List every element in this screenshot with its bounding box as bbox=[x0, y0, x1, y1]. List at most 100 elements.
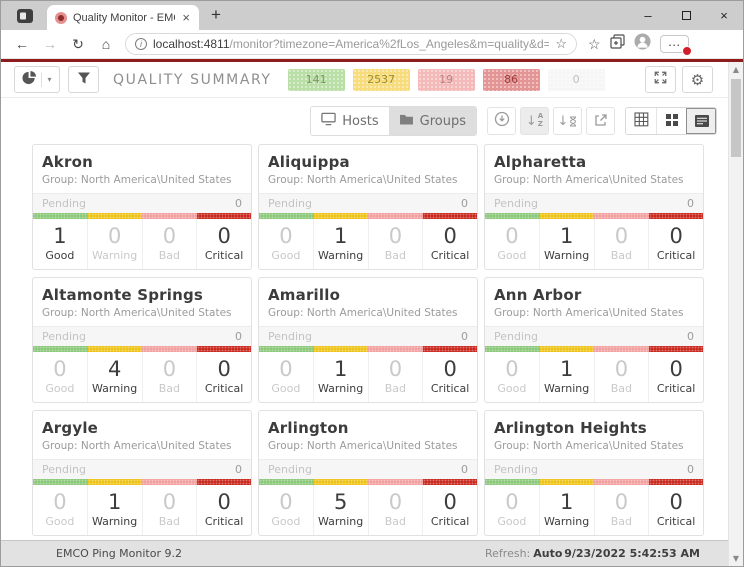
new-tab-button[interactable]: + bbox=[211, 5, 221, 24]
card-group: Group: North America\United States bbox=[268, 307, 458, 320]
tab-favicon-icon bbox=[55, 11, 67, 24]
browser-tab[interactable]: Quality Monitor - EMCO Ping Mo × bbox=[47, 5, 199, 30]
group-card[interactable]: Arlington Group: North America\United St… bbox=[258, 410, 478, 537]
settings-button[interactable]: ⚙ bbox=[682, 66, 713, 93]
pending-value: 0 bbox=[687, 330, 694, 344]
stat-label: Bad bbox=[384, 382, 407, 396]
scroll-up-icon[interactable]: ▲ bbox=[732, 65, 740, 74]
accent-line bbox=[1, 59, 743, 62]
chart-mode-button[interactable]: ▾ bbox=[14, 66, 60, 93]
back-icon[interactable]: ← bbox=[15, 36, 29, 52]
card-stats: 0 Good 5 Warning 0 Bad 0 Critical bbox=[259, 485, 477, 536]
pending-value: 0 bbox=[461, 463, 468, 477]
toggle-groups[interactable]: Groups bbox=[388, 107, 476, 135]
summary-badge-critical[interactable]: 86 bbox=[482, 68, 540, 91]
url-text: localhost:4811/monitor?timezone=America%… bbox=[153, 37, 549, 51]
stat-label: Good bbox=[497, 515, 527, 529]
hosts-groups-toggle: Hosts Groups bbox=[310, 106, 477, 136]
summary-badge-good[interactable]: 141 bbox=[287, 68, 345, 91]
group-card[interactable]: Argyle Group: North America\United State… bbox=[32, 410, 252, 537]
add-favorite-icon[interactable]: ☆ bbox=[555, 36, 567, 51]
stat-value: 0 bbox=[217, 224, 231, 248]
group-card[interactable]: Akron Group: North America\United States… bbox=[32, 144, 252, 271]
stat-bad: 0 Bad bbox=[367, 485, 423, 536]
group-card[interactable]: Arlington Heights Group: North America\U… bbox=[484, 410, 704, 537]
refresh-label: Refresh: bbox=[485, 547, 531, 560]
pending-bar: Pending 0 bbox=[485, 326, 703, 347]
toggle-hosts[interactable]: Hosts bbox=[311, 107, 389, 135]
refresh-icon[interactable]: ↻ bbox=[72, 35, 84, 52]
scrollbar-thumb[interactable] bbox=[731, 79, 741, 157]
stat-value: 0 bbox=[162, 490, 177, 515]
card-stats: 0 Good 1 Warning 0 Bad 0 Critical bbox=[485, 352, 703, 403]
view-details-button[interactable] bbox=[686, 108, 716, 134]
blocks-icon bbox=[665, 112, 679, 131]
summary-badges: 141 2537 19 86 0 bbox=[287, 68, 605, 91]
card-group: Group: North America\United States bbox=[494, 307, 684, 320]
group-card[interactable]: Altamonte Springs Group: North America\U… bbox=[32, 277, 252, 404]
workspaces-icon[interactable] bbox=[17, 9, 33, 23]
filter-icon bbox=[77, 70, 91, 89]
sort-alpha-button[interactable]: ↓ A Z bbox=[520, 107, 549, 135]
card-group: Group: North America\United States bbox=[268, 440, 458, 453]
stat-value: 0 bbox=[279, 490, 293, 515]
filter-button[interactable] bbox=[68, 66, 99, 93]
view-grid-button[interactable] bbox=[626, 108, 656, 134]
pending-label: Pending bbox=[42, 197, 86, 210]
minimize-button[interactable]: – bbox=[644, 8, 652, 23]
stat-value: 0 bbox=[669, 357, 683, 382]
stat-warning: 1 Warning bbox=[312, 219, 368, 270]
download-button[interactable] bbox=[487, 107, 516, 135]
pending-label: Pending bbox=[494, 197, 538, 210]
stat-warning: 1 Warning bbox=[538, 219, 594, 270]
sort-time-button[interactable]: ↓ bbox=[553, 107, 582, 135]
home-icon[interactable]: ⌂ bbox=[101, 36, 111, 52]
summary-badge-bad[interactable]: 19 bbox=[417, 68, 475, 91]
browser-menu-button[interactable]: … bbox=[659, 35, 692, 56]
stat-label: Critical bbox=[656, 249, 696, 263]
summary-badge-warning[interactable]: 2537 bbox=[352, 68, 410, 91]
stat-warning: 1 Warning bbox=[538, 485, 594, 536]
stat-label: Warning bbox=[92, 382, 138, 396]
stat-label: Good bbox=[45, 515, 75, 529]
collections-icon[interactable] bbox=[609, 34, 625, 54]
group-card[interactable]: Amarillo Group: North America\United Sta… bbox=[258, 277, 478, 404]
folder-icon bbox=[399, 113, 414, 129]
pending-bar: Pending 0 bbox=[259, 459, 477, 480]
stat-warning: 4 Warning bbox=[86, 352, 142, 403]
stat-label: Good bbox=[497, 382, 527, 396]
close-button[interactable]: × bbox=[720, 8, 728, 23]
favorites-icon[interactable]: ☆ bbox=[588, 35, 601, 52]
app-page: ▾ QUALITY SUMMARY 141 2537 19 86 0 ⚙ bbox=[1, 62, 743, 566]
site-info-icon[interactable]: i bbox=[135, 38, 147, 50]
scroll-down-icon[interactable]: ▼ bbox=[732, 554, 740, 563]
tab-close-icon[interactable]: × bbox=[182, 10, 190, 25]
profile-avatar[interactable] bbox=[634, 33, 651, 55]
toggle-groups-label: Groups bbox=[419, 113, 466, 129]
cards-grid: Akron Group: North America\United States… bbox=[1, 144, 743, 566]
stat-value: 0 bbox=[614, 490, 629, 515]
stat-label: Good bbox=[497, 249, 527, 263]
stat-label: Critical bbox=[204, 249, 244, 263]
card-title: Arlington Heights bbox=[494, 419, 647, 438]
card-header: Aliquippa Group: North America\United St… bbox=[259, 145, 477, 193]
page-title: QUALITY SUMMARY bbox=[113, 71, 272, 88]
maximize-button[interactable] bbox=[667, 8, 705, 23]
card-group: Group: North America\United States bbox=[42, 440, 232, 453]
group-card[interactable]: Alpharetta Group: North America\United S… bbox=[484, 144, 704, 271]
open-external-button[interactable] bbox=[586, 107, 615, 135]
group-card[interactable]: Ann Arbor Group: North America\United St… bbox=[484, 277, 704, 404]
quality-stripe bbox=[33, 479, 251, 486]
gear-icon: ⚙ bbox=[690, 70, 705, 89]
vertical-scrollbar[interactable]: ▲ ▼ bbox=[728, 62, 743, 566]
address-bar[interactable]: i localhost:4811/monitor?timezone=Americ… bbox=[125, 33, 577, 55]
fullscreen-button[interactable] bbox=[645, 66, 676, 93]
stat-label: Bad bbox=[158, 382, 181, 396]
stat-value: 0 bbox=[53, 490, 67, 515]
stripe-bad bbox=[594, 346, 649, 353]
stat-value: 0 bbox=[669, 490, 683, 515]
card-header: Argyle Group: North America\United State… bbox=[33, 411, 251, 459]
summary-badge-none[interactable]: 0 bbox=[547, 68, 605, 91]
group-card[interactable]: Aliquippa Group: North America\United St… bbox=[258, 144, 478, 271]
view-blocks-button[interactable] bbox=[656, 108, 686, 134]
